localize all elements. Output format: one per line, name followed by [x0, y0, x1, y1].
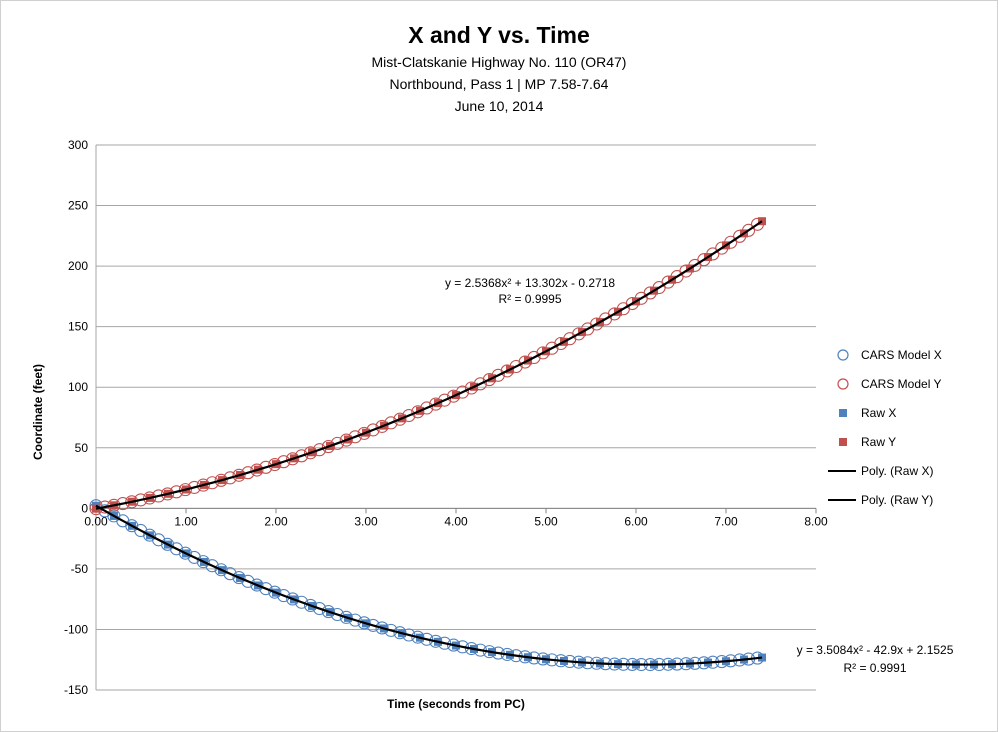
cars-model-y-point [321, 440, 335, 454]
y-tick-label: 100 [68, 380, 88, 394]
cars-model-x-point [357, 616, 371, 630]
legend-marker-cars-model-y [837, 378, 849, 390]
x-tick-label: 4.00 [444, 514, 468, 528]
cars-model-y-point [125, 495, 139, 509]
cars-model-y-point [232, 468, 246, 482]
raw-y-point [92, 504, 100, 513]
y-tick-label: 200 [68, 259, 88, 273]
legend-label-cars-model-x: CARS Model X [861, 348, 942, 362]
cars-model-y-point [357, 426, 371, 440]
legend-label-poly-raw-y: Poly. (Raw Y) [861, 493, 933, 507]
legend-marker-raw-x [839, 409, 847, 417]
cars-model-y-point [143, 491, 157, 505]
y-tick-label: -50 [71, 562, 89, 576]
chart-subtitle-date: June 10, 2014 [454, 98, 544, 114]
cars-model-x-point [303, 598, 318, 612]
poly-raw-x-line [95, 504, 763, 666]
cars-model-x-point [196, 555, 210, 569]
chart-title: X and Y vs. Time [408, 22, 590, 48]
y-tick-label: 250 [68, 199, 88, 213]
cars-model-y-point [196, 478, 210, 492]
cars-model-y-point [250, 463, 264, 477]
raw-x-point [758, 653, 766, 662]
x-tick-label: 2.00 [264, 514, 288, 528]
x-tick-label: 1.00 [174, 514, 198, 528]
legend-marker-raw-y [839, 438, 847, 446]
cars-model-y-point [214, 473, 228, 487]
legend-label-cars-model-y: CARS Model Y [861, 377, 941, 391]
poly-raw-y-line [95, 220, 763, 510]
cars-model-x-point [250, 578, 264, 592]
chart-legend: CARS Model X CARS Model Y Raw X Raw Y Po… [828, 348, 942, 507]
x-tick-label: 5.00 [534, 514, 558, 528]
chart-subtitle-pass: Northbound, Pass 1 | MP 7.58-7.64 [389, 76, 609, 92]
y-tick-label: 300 [68, 138, 88, 152]
legend-marker-cars-model-x [837, 349, 849, 361]
cars-model-x-point [160, 537, 175, 551]
legend-label-raw-y: Raw Y [861, 435, 896, 449]
x-axis-title: Time (seconds from PC) [387, 697, 525, 711]
trendline-y-r2: R² = 0.9995 [498, 292, 561, 306]
legend-label-raw-x: Raw X [861, 406, 896, 420]
trendline-x-equation: y = 3.5084x² - 42.9x + 2.1525 [797, 643, 954, 657]
cars-model-y-point [375, 419, 389, 433]
y-tick-label: 50 [75, 441, 89, 455]
cars-model-y-point [339, 433, 353, 447]
cars-model-y-point [286, 452, 300, 466]
legend-label-poly-raw-x: Poly. (Raw X) [861, 464, 933, 478]
x-tick-label: 8.00 [804, 514, 828, 528]
cars-model-y-point [268, 457, 282, 472]
chart-subtitle-road: Mist-Clatskanie Highway No. 110 (OR47) [371, 54, 627, 70]
trendline-y-equation: y = 2.5368x² + 13.302x - 0.2718 [445, 276, 615, 290]
raw-y-point [758, 217, 766, 226]
cars-model-y-point [107, 498, 121, 512]
cars-model-y-point [178, 483, 192, 497]
cars-model-x-point [321, 605, 335, 619]
y-axis-title: Coordinate (feet) [31, 364, 45, 460]
gridlines [95, 144, 817, 691]
x-tick-label: 7.00 [714, 514, 738, 528]
x-tick-label: 0.00 [84, 514, 108, 528]
cars-model-x-point [214, 563, 228, 577]
cars-model-x-point [178, 546, 192, 560]
y-tick-label: 150 [68, 320, 88, 334]
cars-model-y-point [160, 487, 175, 501]
trendline-x-r2: R² = 0.9991 [843, 661, 906, 675]
cars-model-x-point [375, 621, 389, 635]
y-tick-label: -100 [64, 622, 88, 636]
y-tick-label: -150 [64, 683, 88, 697]
x-tick-label: 3.00 [354, 514, 378, 528]
x-tick-label: 6.00 [624, 514, 648, 528]
cars-model-x-point [339, 610, 353, 624]
cars-model-x-point [169, 542, 184, 556]
cars-model-x-point [286, 592, 300, 606]
cars-model-x-point [152, 533, 166, 547]
cars-model-x-point [268, 585, 282, 599]
cars-model-y-point [303, 446, 318, 460]
tick-labels: 300 250 200 150 100 50 0 -50 -100 -150 0.00 1.00 2.0… [64, 138, 828, 697]
cars-model-x-point [232, 571, 246, 585]
trendlines [95, 220, 763, 666]
y-tick-label: 0 [81, 501, 88, 515]
